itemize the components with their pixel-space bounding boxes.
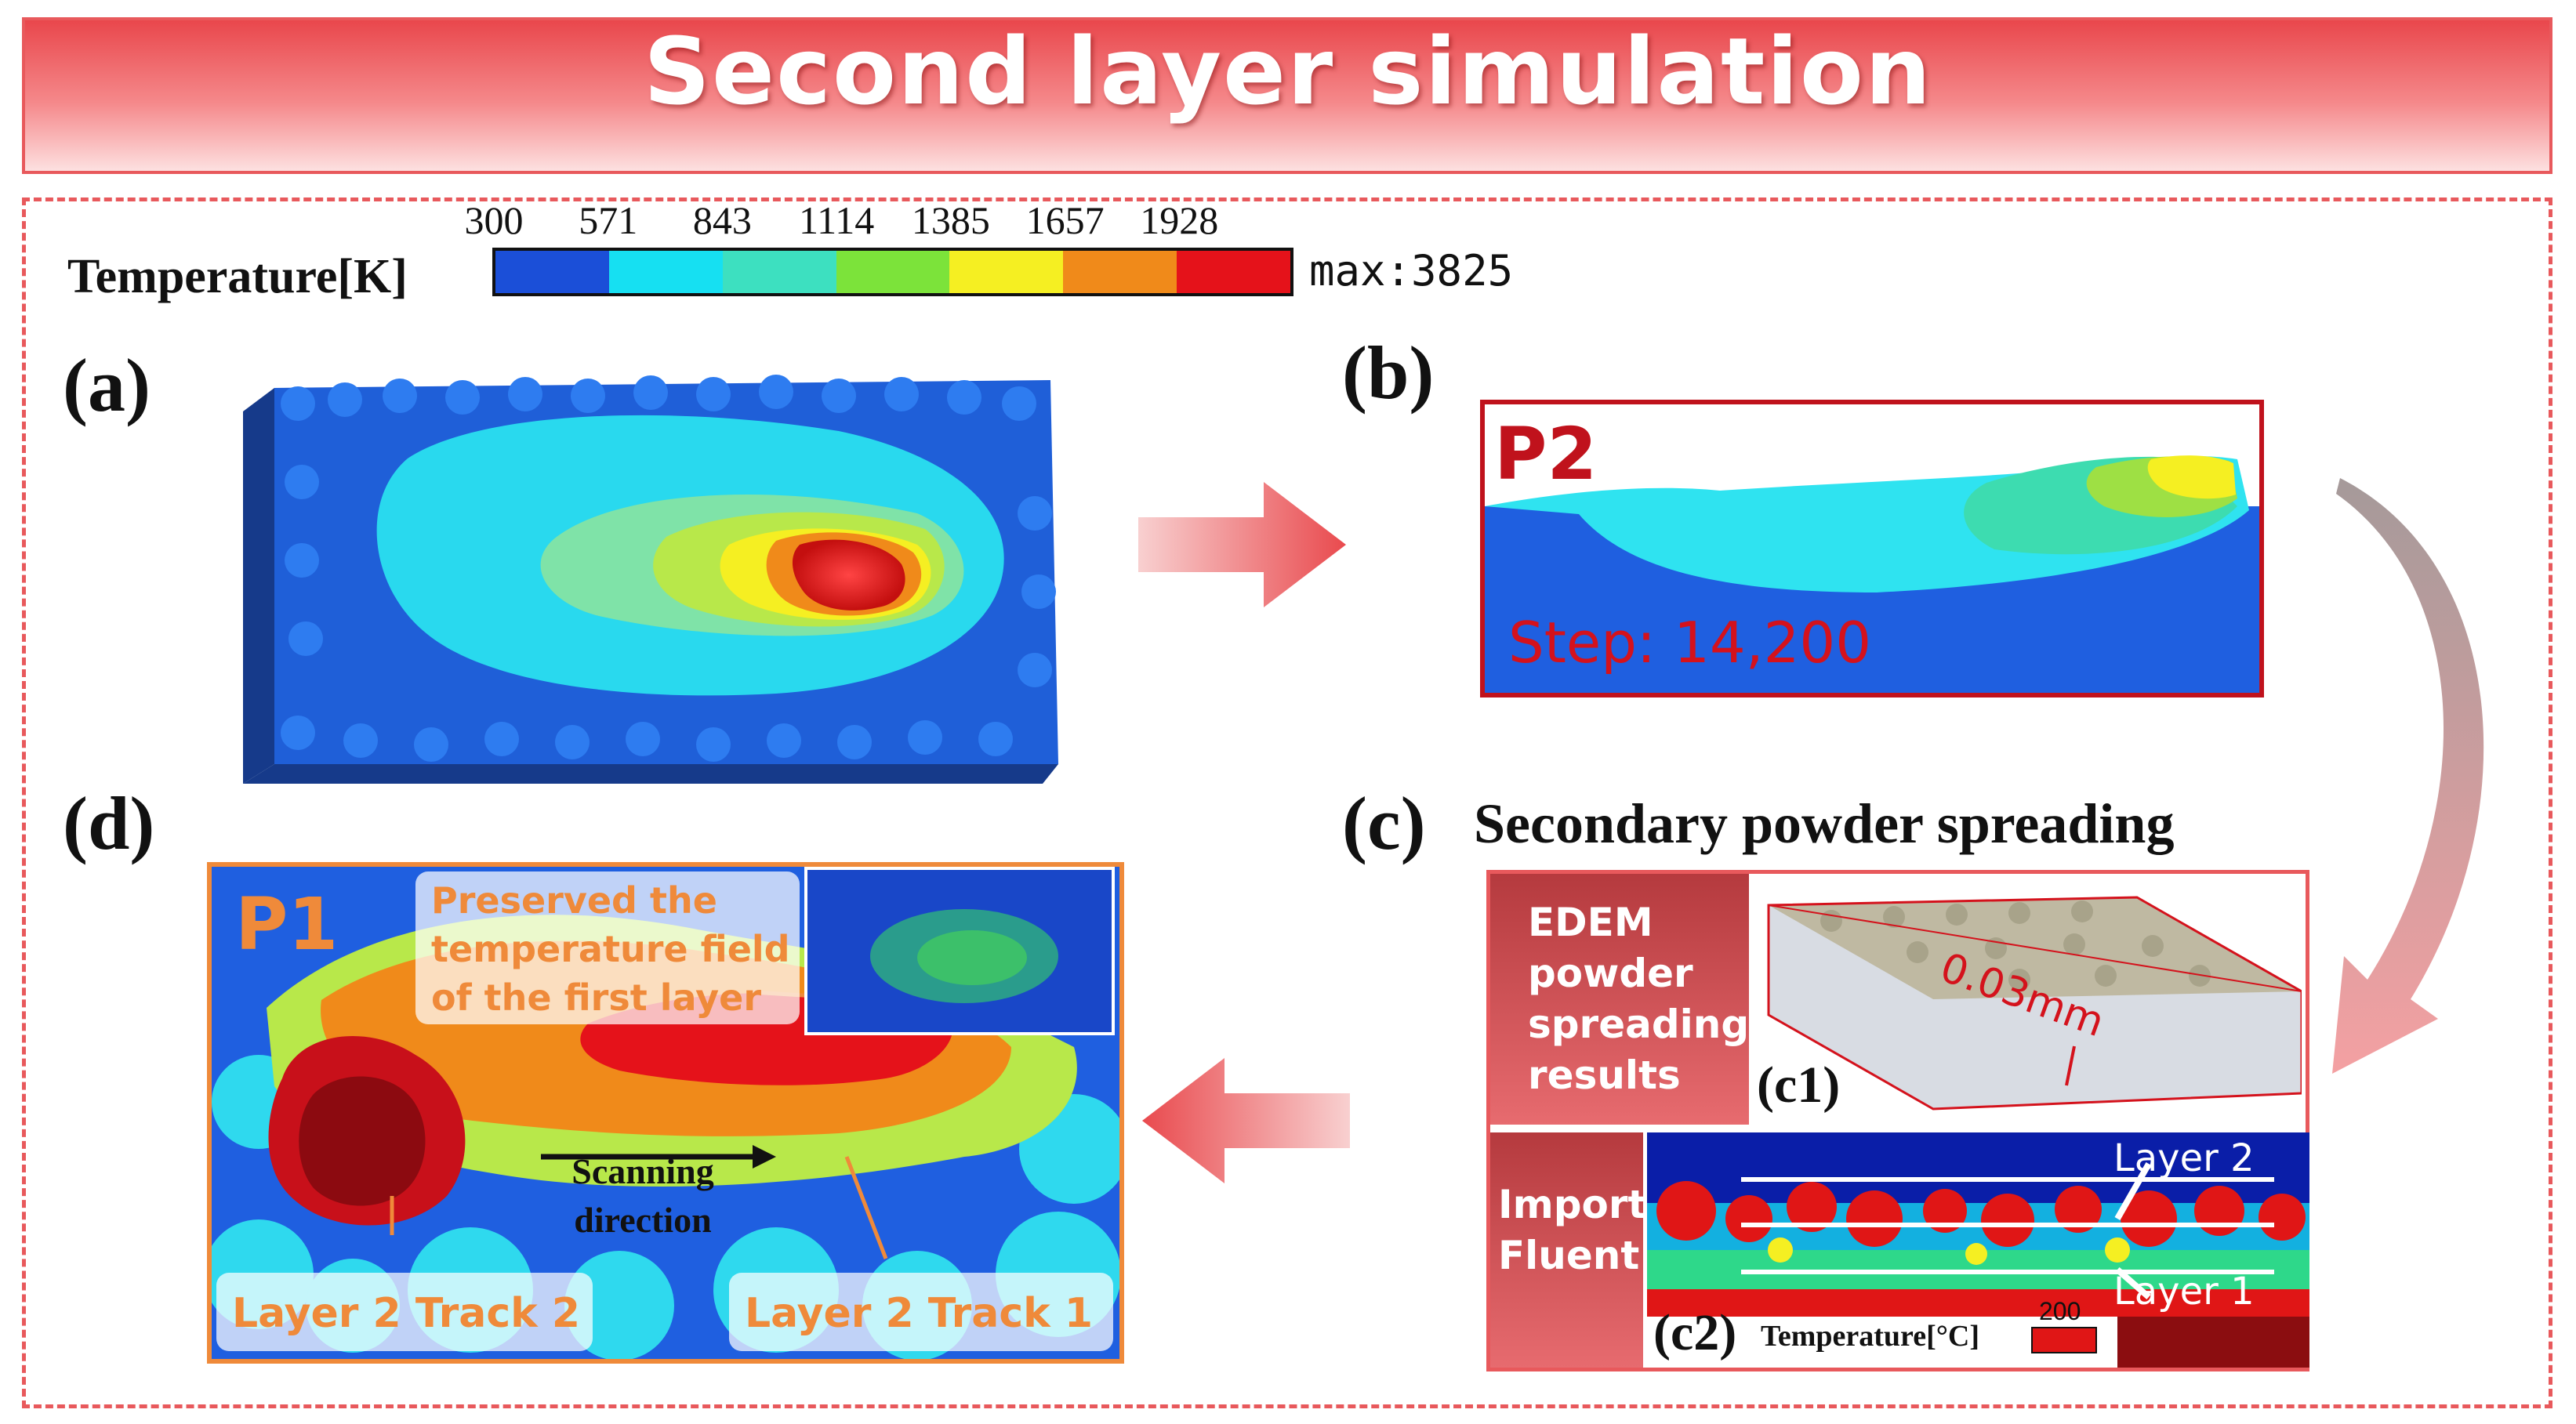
scan-line-1: Scanning (571, 1151, 714, 1191)
colorbar-tick: 1657 (1025, 198, 1105, 242)
colorbar (492, 248, 1293, 296)
colorbar-segment (722, 251, 836, 293)
panel-c-box: EDEM powder spreading results 0.03mm (c1… (1486, 870, 2309, 1371)
panel-b-cross-section: P2 Step: 14,200 (1480, 400, 2264, 698)
colorbar-segment (608, 251, 723, 293)
track1-tag-bg (729, 1273, 1113, 1351)
colorbar-tick: 843 (692, 198, 752, 242)
c1-label: (c1) (1757, 1056, 1841, 1114)
colorbar-tick: 1928 (1140, 198, 1219, 242)
colorbar-label: Temperature[K] (67, 250, 408, 303)
scan-direction-note: Scanning direction (557, 1147, 729, 1245)
c2-line-1: Import (1498, 1182, 1647, 1227)
c2-text-block: Import Fluent (1490, 1132, 1647, 1368)
c2-temperature-plot (1647, 1132, 2309, 1368)
panel-a-label: (a) (63, 343, 151, 427)
content-frame (22, 197, 2552, 1408)
c2-temp-label: Temperature[°C] (1761, 1320, 1980, 1353)
panel-b-step: Step: 14,200 (1508, 610, 1872, 676)
colorbar-tick: 1385 (911, 198, 990, 242)
page-title: Second layer simulation (644, 17, 1932, 125)
panel-c-label: (c) (1342, 781, 1426, 865)
title-banner (22, 17, 2552, 174)
track1-label: Layer 2 Track 1 (745, 1290, 1094, 1337)
panel-b-tag: P2 (1494, 412, 1598, 496)
panel-d-inset-plot (870, 909, 1058, 1003)
panel-b-label: (b) (1342, 331, 1435, 415)
preserved-note: Preserved the temperature field of the f… (431, 876, 790, 1022)
c2-layer1-label: Layer 1 (2113, 1270, 2255, 1313)
c2-temp-swatch (2031, 1327, 2097, 1353)
scan-line-2: direction (574, 1200, 712, 1240)
arrow-c-to-d (1142, 1058, 1350, 1183)
colorbar-ticks: 300 571 843 1114 1385 1657 1928 (465, 197, 1293, 245)
preserved-line-1: Preserved the (431, 879, 717, 922)
panel-c-heading: Secondary powder spreading (1474, 792, 2175, 855)
colorbar-tick: 1114 (798, 198, 875, 242)
colorbar-segment (1063, 251, 1177, 293)
panel-b-plot (1485, 455, 2259, 693)
track2-tag-bg (216, 1273, 593, 1351)
panel-d-box: P1 Preserved the temperature field of th… (207, 862, 1124, 1364)
panel-d-inset (804, 867, 1115, 1035)
track2-label: Layer 2 Track 2 (232, 1290, 581, 1337)
preserved-line-3: of the first layer (431, 977, 762, 1019)
c1-line-3: spreading (1528, 1002, 1750, 1047)
arrow-b-to-c (2332, 478, 2484, 1074)
colorbar-segment (1177, 251, 1290, 293)
c1-line-1: EDEM (1528, 900, 1653, 945)
c2-temp-value: 200 (2039, 1297, 2081, 1325)
arrow-a-to-b (1138, 482, 1346, 607)
colorbar-tick: 300 (464, 198, 524, 242)
panel-d-tag: P1 (235, 882, 339, 966)
c2-fluent-field (1647, 1132, 2309, 1368)
panel-d-label: (d) (63, 781, 155, 865)
colorbar-segment (949, 251, 1064, 293)
c1-text-block: EDEM powder spreading results (1490, 874, 1749, 1125)
panel-a-melt-pool-3d (243, 375, 1058, 784)
c2-line-2: Fluent (1498, 1233, 1640, 1278)
colorbar-segment (836, 251, 950, 293)
colorbar-segment (495, 251, 609, 293)
colorbar-max: max:3825 (1309, 246, 1514, 295)
c2-label: (c2) (1653, 1304, 1737, 1361)
colorbar-tick: 571 (579, 198, 638, 242)
c2-layer2-label: Layer 2 (2113, 1136, 2255, 1180)
c1-line-4: results (1528, 1053, 1681, 1098)
c1-line-2: powder (1528, 951, 1693, 996)
preserved-tag-bg (415, 871, 800, 1024)
preserved-line-2: temperature field (431, 928, 790, 970)
c1-powder-bed-3d (1767, 896, 2302, 1111)
